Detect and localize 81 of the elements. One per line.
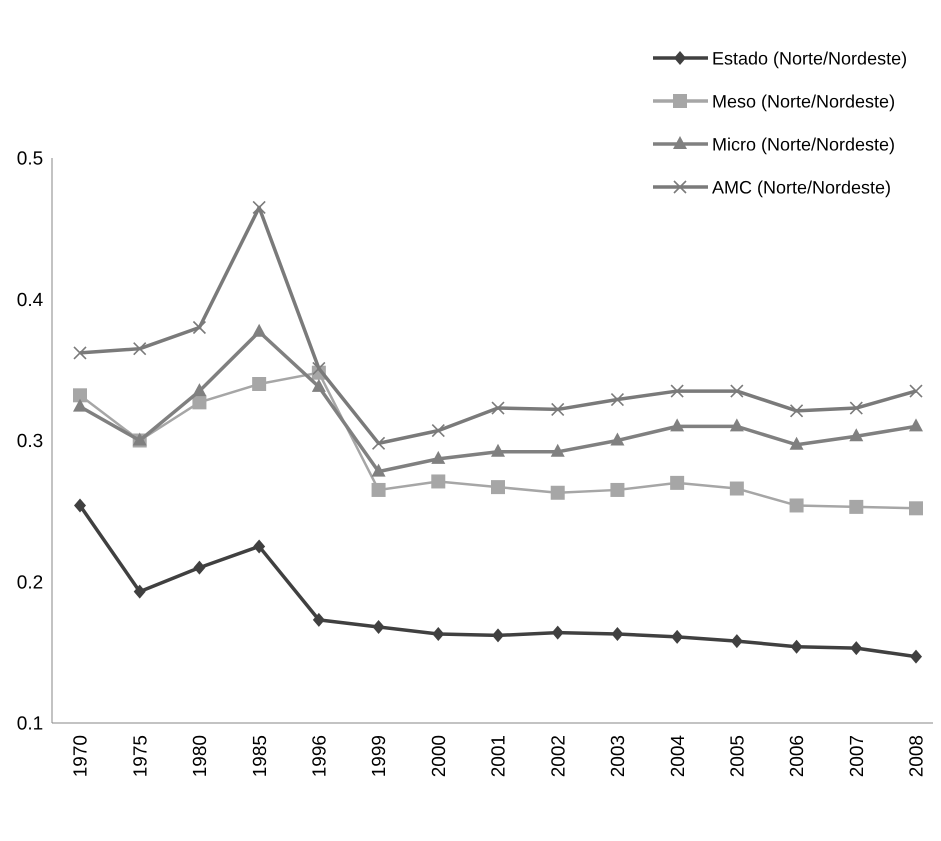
point [610, 392, 624, 406]
legend-label: Estado (Norte/Nordeste) [712, 48, 908, 68]
point [550, 402, 565, 416]
point [431, 474, 446, 488]
point [790, 498, 804, 512]
point [492, 628, 504, 642]
point [431, 450, 446, 464]
x-tick-label: 2000 [428, 735, 450, 778]
point [730, 634, 743, 648]
y-tick-label: 0.5 [16, 148, 44, 170]
x-tick-label: 1980 [190, 735, 212, 778]
point [192, 383, 206, 396]
point [312, 378, 326, 392]
y-tick-label: 0.1 [16, 714, 44, 735]
point [491, 401, 505, 415]
point [74, 498, 86, 512]
x-tick-label: 2006 [787, 735, 808, 778]
point [730, 482, 744, 496]
x-tick-label: 1975 [130, 735, 152, 778]
point [790, 436, 804, 450]
point [73, 388, 87, 402]
y-tick-label: 0.4 [16, 290, 44, 311]
point [252, 324, 266, 337]
point [193, 560, 206, 575]
point [134, 584, 146, 599]
point [550, 486, 565, 500]
point [372, 464, 386, 477]
x-tick-label: 2005 [728, 735, 749, 778]
x-tick-label: 2002 [548, 735, 570, 778]
point [431, 424, 446, 438]
point [910, 650, 922, 664]
y-tick-label: 0.3 [16, 431, 44, 452]
point [73, 346, 87, 360]
point [670, 476, 684, 490]
x-tick-label: 1985 [250, 735, 271, 778]
point [790, 404, 804, 418]
point [611, 627, 624, 642]
point [850, 641, 862, 656]
point [372, 482, 386, 497]
point [730, 384, 744, 398]
point [491, 444, 505, 457]
point [849, 428, 864, 442]
point [252, 200, 266, 214]
point [671, 630, 684, 644]
point [730, 418, 744, 432]
x-tick-label: 1970 [70, 735, 92, 778]
point [432, 627, 444, 642]
y-tick-label: 0.2 [16, 572, 44, 594]
point [253, 539, 266, 554]
x-tick-label: 2007 [846, 735, 868, 778]
point [610, 482, 624, 497]
point [790, 640, 803, 654]
legend-label: Micro (Norte/Nordeste) [712, 134, 896, 154]
point [312, 612, 325, 627]
x-tick-label: 2004 [668, 734, 689, 778]
point [552, 626, 564, 640]
point [909, 384, 923, 398]
x-tick-label: 1999 [369, 735, 390, 778]
point [550, 444, 565, 457]
x-tick-label: 1996 [310, 735, 331, 778]
x-tick-label: 2003 [608, 735, 630, 778]
point [252, 377, 266, 391]
point [610, 432, 624, 446]
x-tick-label: 2008 [906, 735, 928, 778]
point [909, 501, 923, 516]
point [192, 395, 206, 410]
point [372, 620, 385, 634]
point [73, 398, 87, 412]
legend-label: Meso (Norte/Nordeste) [712, 91, 896, 112]
point [491, 480, 505, 494]
point [312, 362, 326, 376]
point [132, 342, 147, 356]
point [909, 418, 923, 432]
point [670, 418, 684, 432]
legend-label: AMC (Norte/Nordeste) [712, 177, 892, 198]
point [849, 401, 864, 415]
point [192, 320, 206, 334]
point [372, 436, 386, 450]
x-tick-label: 2001 [488, 735, 510, 778]
point [849, 500, 864, 514]
point [670, 384, 684, 398]
